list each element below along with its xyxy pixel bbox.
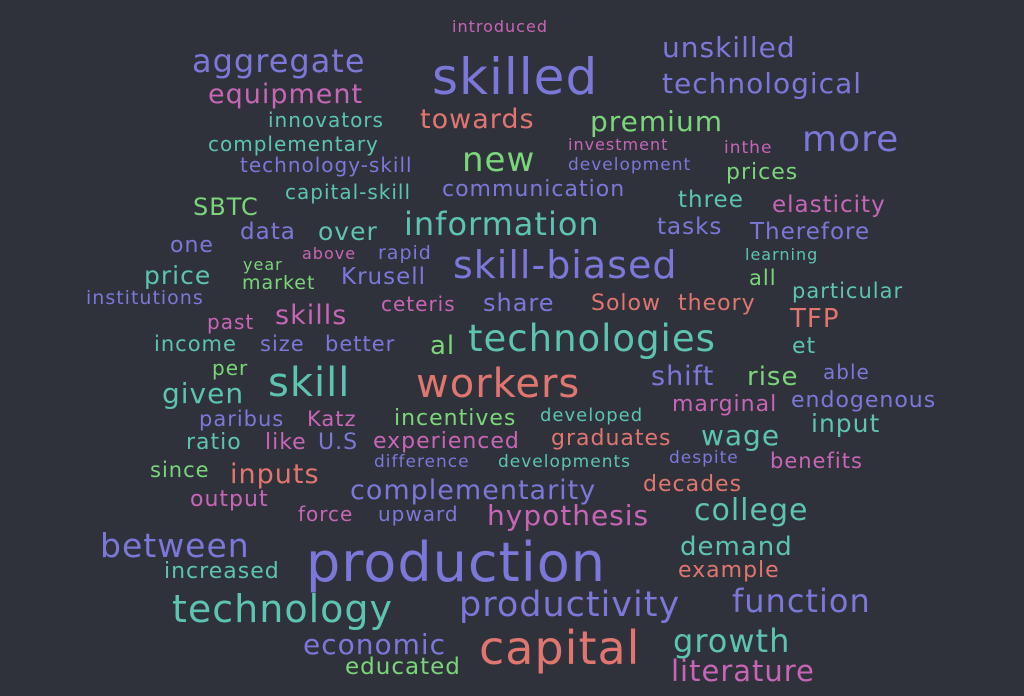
- word-endogenous: endogenous: [791, 388, 937, 413]
- word-learning: learning: [745, 245, 819, 264]
- word-skills: skills: [275, 300, 348, 331]
- word-upward: upward: [378, 502, 459, 526]
- word-U.S: U.S: [318, 430, 359, 455]
- word-Solow: Solow: [591, 291, 661, 316]
- word-function: function: [732, 582, 871, 620]
- word-inthe: inthe: [724, 138, 773, 158]
- word-better: better: [325, 332, 396, 356]
- word-difference: difference: [374, 452, 470, 472]
- word-inputs: inputs: [230, 459, 320, 490]
- word-since: since: [150, 458, 210, 482]
- word-demand: demand: [680, 532, 793, 562]
- word-past: past: [207, 310, 255, 334]
- word-income: income: [154, 332, 237, 356]
- word-share: share: [483, 289, 555, 317]
- word-SBTC: SBTC: [193, 193, 259, 221]
- word-growth: growth: [673, 622, 791, 660]
- word-equipment: equipment: [208, 79, 364, 110]
- word-Therefore: Therefore: [750, 219, 871, 245]
- word-shift: shift: [651, 361, 715, 392]
- word-towards: towards: [420, 104, 535, 135]
- word-developments: developments: [498, 452, 632, 472]
- word-developed: developed: [540, 405, 644, 426]
- word-rise: rise: [747, 362, 799, 392]
- word-technologies: technologies: [468, 317, 716, 360]
- word-technology-skill: technology-skill: [240, 153, 413, 177]
- word-over: over: [318, 217, 378, 246]
- word-capital-skill: capital-skill: [285, 180, 412, 204]
- word-rapid: rapid: [378, 242, 432, 264]
- word-input: input: [811, 409, 881, 438]
- word-ratio: ratio: [186, 430, 242, 455]
- word-innovators: innovators: [268, 108, 384, 132]
- word-theory: theory: [678, 291, 756, 316]
- word-paribus: paribus: [199, 407, 285, 431]
- word-complementarity: complementarity: [350, 475, 597, 506]
- word-market: market: [242, 272, 316, 294]
- word-elasticity: elasticity: [772, 192, 886, 218]
- word-complementary: complementary: [208, 132, 379, 156]
- word-size: size: [260, 332, 305, 356]
- word-unskilled: unskilled: [662, 31, 796, 64]
- word-economic: economic: [303, 628, 447, 661]
- word-skilled: skilled: [432, 48, 599, 106]
- word-more: more: [802, 119, 900, 160]
- word-example: example: [678, 558, 780, 583]
- word-data: data: [240, 219, 296, 245]
- word-decades: decades: [643, 472, 743, 497]
- word-between: between: [100, 526, 250, 565]
- word-one: one: [170, 233, 214, 258]
- word-Katz: Katz: [307, 407, 357, 431]
- word-technological: technological: [662, 67, 863, 100]
- word-Krusell: Krusell: [341, 264, 427, 290]
- word-three: three: [678, 187, 744, 213]
- word-given: given: [162, 377, 245, 410]
- word-force: force: [298, 502, 354, 526]
- word-skill-biased: skill-biased: [453, 243, 678, 287]
- word-educated: educated: [345, 654, 461, 680]
- word-production: production: [306, 531, 606, 594]
- word-experienced: experienced: [373, 429, 520, 454]
- word-ceteris: ceteris: [381, 292, 456, 316]
- word-price: price: [144, 261, 212, 290]
- word-al: al: [430, 331, 456, 361]
- word-graduates: graduates: [551, 426, 672, 451]
- word-tasks: tasks: [657, 214, 723, 240]
- word-information: information: [404, 205, 600, 243]
- word-technology: technology: [172, 587, 394, 631]
- word-skill: skill: [268, 360, 351, 406]
- word-benefits: benefits: [770, 449, 863, 473]
- word-able: able: [823, 360, 870, 384]
- word-wage: wage: [701, 419, 781, 452]
- word-investment: investment: [568, 135, 669, 154]
- word-year: year: [243, 255, 283, 274]
- word-increased: increased: [164, 559, 280, 584]
- word-incentives: incentives: [394, 406, 517, 431]
- word-marginal: marginal: [672, 392, 778, 417]
- word-above: above: [302, 244, 357, 263]
- word-institutions: institutions: [86, 287, 204, 309]
- word-productivity: productivity: [459, 585, 681, 625]
- word-development: development: [568, 155, 692, 175]
- word-despite: despite: [669, 448, 739, 468]
- word-workers: workers: [416, 361, 581, 407]
- word-communication: communication: [442, 177, 626, 202]
- word-output: output: [190, 487, 269, 512]
- word-new: new: [462, 140, 536, 180]
- word-introduced: introduced: [452, 17, 548, 36]
- word-per: per: [212, 356, 249, 380]
- word-capital: capital: [479, 621, 641, 675]
- word-college: college: [694, 493, 809, 528]
- word-all: all: [749, 266, 777, 290]
- word-TFP: TFP: [790, 304, 840, 334]
- word-particular: particular: [792, 279, 904, 303]
- word-literature: literature: [671, 654, 815, 688]
- word-et: et: [792, 334, 817, 359]
- word-aggregate: aggregate: [192, 42, 366, 80]
- word-prices: prices: [726, 160, 799, 185]
- word-premium: premium: [590, 105, 723, 138]
- word-hypothesis: hypothesis: [487, 499, 650, 532]
- word-like: like: [265, 430, 307, 455]
